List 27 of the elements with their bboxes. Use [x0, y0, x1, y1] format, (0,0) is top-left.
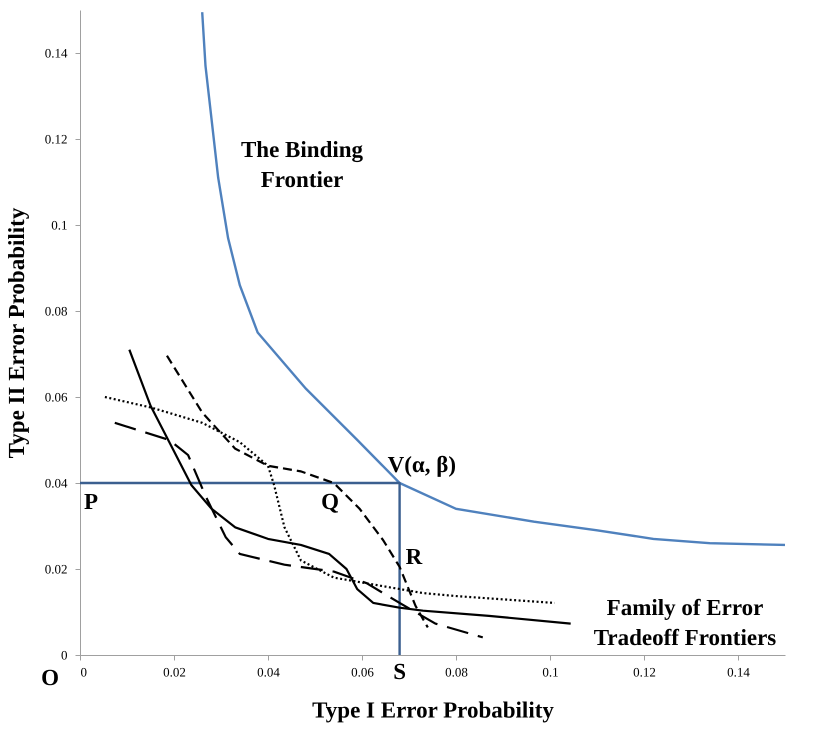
x-tick-label: 0.04 — [257, 664, 280, 680]
y-tick-label: 0.02 — [44, 562, 68, 576]
x-tick-label: 0.1 — [542, 664, 559, 680]
y-tick-label: 0.14 — [44, 46, 68, 60]
y-tick-label: 0.08 — [44, 304, 68, 318]
annotation: Q — [321, 489, 339, 514]
line-series — [201, 10, 785, 546]
y-tick-label: 0.1 — [51, 218, 68, 232]
annotation: R — [406, 544, 423, 569]
annotation: S — [393, 659, 406, 684]
x-axis-title: Type I Error Probability — [312, 698, 554, 722]
x-tick-label: 0.02 — [163, 664, 186, 680]
x-tick-label: 0.08 — [445, 664, 468, 680]
annotation: P — [84, 489, 98, 514]
y-tick-label: 0 — [61, 648, 68, 662]
x-tick-label: 0.14 — [727, 664, 750, 680]
y-axis-title: Type II Error Probability — [4, 207, 29, 458]
x-tick-label: 0 — [80, 664, 87, 680]
annotation: Family of Error Tradeoff Frontiers — [594, 595, 776, 650]
annotation: V(α, β) — [388, 452, 456, 477]
y-tick-label: 0.06 — [44, 390, 68, 404]
y-tick-label: 0.12 — [44, 132, 68, 146]
x-tick-label: 0.06 — [351, 664, 374, 680]
x-tick-label: 0.12 — [633, 664, 656, 680]
annotation: The Binding Frontier — [240, 137, 364, 192]
text: O — [41, 665, 59, 690]
y-tick-label: 0.04 — [44, 476, 68, 490]
